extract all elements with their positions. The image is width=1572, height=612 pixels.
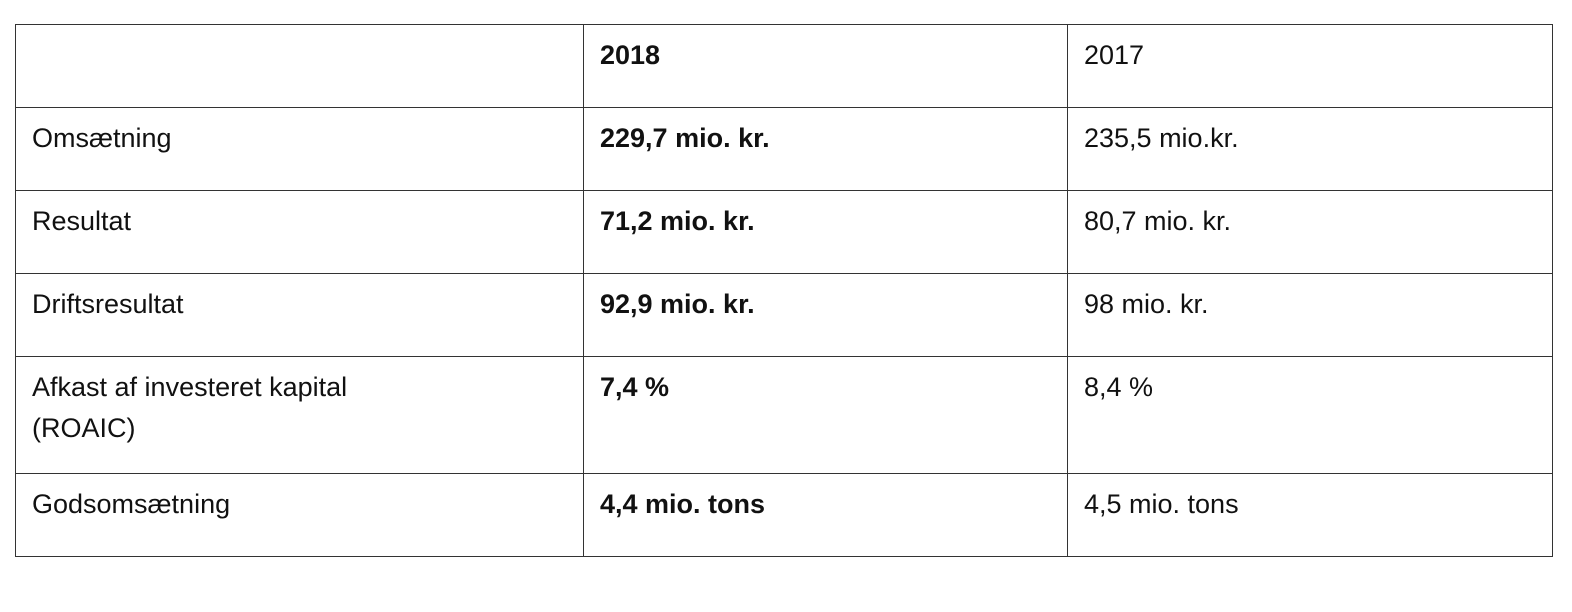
cell-value: 4,4 mio. tons	[600, 489, 766, 519]
cell-value: 80,7 mio. kr.	[1084, 206, 1232, 236]
table-cell: Godsomsætning	[15, 473, 584, 557]
table-cell: Afkast af investeret kapital (ROAIC)	[15, 356, 584, 474]
table-cell: 8,4 %	[1067, 356, 1553, 474]
header-cell: 2018	[583, 24, 1068, 108]
cell-value: 71,2 mio. kr.	[600, 206, 755, 236]
row-label: Resultat	[32, 206, 132, 236]
table-row: Resultat 71,2 mio. kr. 80,7 mio. kr.	[15, 190, 1553, 274]
table-cell: 4,5 mio. tons	[1067, 473, 1553, 557]
table-cell: Driftsresultat	[15, 273, 584, 357]
table-cell: 92,9 mio. kr.	[583, 273, 1068, 357]
table-cell: 229,7 mio. kr.	[583, 107, 1068, 191]
row-label: Omsætning	[32, 123, 172, 153]
table-cell: Resultat	[15, 190, 584, 274]
table-row: Afkast af investeret kapital (ROAIC) 7,4 …	[15, 356, 1553, 474]
cell-value: 4,5 mio. tons	[1084, 489, 1239, 519]
cell-value: 229,7 mio. kr.	[600, 123, 770, 153]
table-cell: 71,2 mio. kr.	[583, 190, 1068, 274]
table-cell: 4,4 mio. tons	[583, 473, 1068, 557]
table-body: 2018 2017 Omsætning 229,7 mio. kr. 235,5 m…	[15, 24, 1553, 557]
cell-value: 235,5 mio.kr.	[1084, 123, 1239, 153]
table-cell: 98 mio. kr.	[1067, 273, 1553, 357]
header-row: 2018 2017	[15, 24, 1553, 108]
row-label: Driftsresultat	[32, 289, 184, 319]
table-row: Godsomsætning 4,4 mio. tons 4,5 mio. tons	[15, 473, 1553, 557]
cell-value: 92,9 mio. kr.	[600, 289, 755, 319]
row-label: Godsomsætning	[32, 489, 231, 519]
cell-value: 8,4 %	[1084, 372, 1154, 402]
row-label: Afkast af investeret kapital (ROAIC)	[32, 372, 348, 443]
table-cell: 80,7 mio. kr.	[1067, 190, 1553, 274]
table-cell: Omsætning	[15, 107, 584, 191]
table-row: Omsætning 229,7 mio. kr. 235,5 mio.kr.	[15, 107, 1553, 191]
cell-value: 7,4 %	[600, 372, 670, 402]
cell-value: 98 mio. kr.	[1084, 289, 1209, 319]
table-cell: 7,4 %	[583, 356, 1068, 474]
table-cell: 235,5 mio.kr.	[1067, 107, 1553, 191]
header-cell: 2017	[1067, 24, 1553, 108]
data-table: 2018 2017 Omsætning 229,7 mio. kr. 235,5 m…	[15, 24, 1553, 557]
header-cell	[15, 24, 584, 108]
table-row: Driftsresultat 92,9 mio. kr. 98 mio. kr.	[15, 273, 1553, 357]
